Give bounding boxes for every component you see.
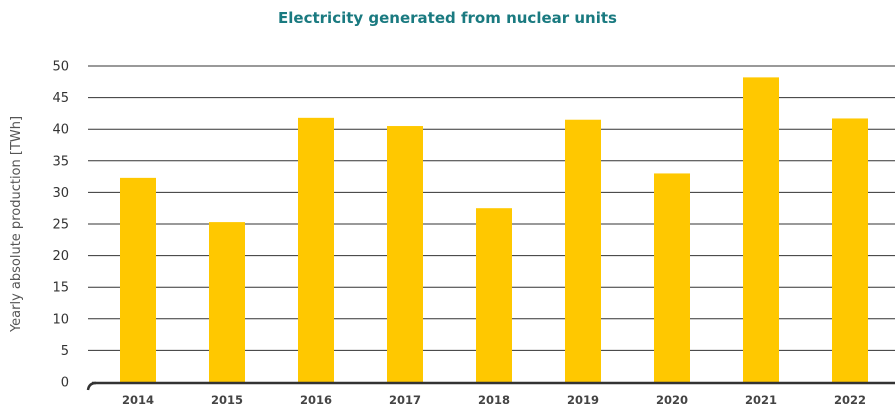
- bar-2019: [565, 119, 601, 382]
- x-tick-label: 2020: [656, 393, 688, 407]
- x-tick-label: 2017: [389, 393, 421, 407]
- x-tick-label: 2019: [567, 393, 599, 407]
- y-tick-label: 5: [61, 344, 69, 359]
- bar-2020: [654, 173, 690, 382]
- x-tick-label: 2022: [834, 393, 866, 407]
- x-tick-label: 2016: [300, 393, 332, 407]
- y-axis-label: Yearly absolute production [TWh]: [9, 116, 24, 333]
- y-tick-label: 10: [52, 312, 69, 327]
- bar-2022: [832, 118, 868, 383]
- x-tick-label: 2014: [122, 393, 154, 407]
- x-tick-label: 2018: [478, 393, 510, 407]
- x-tick-label: 2021: [745, 393, 777, 407]
- y-tick-label: 50: [52, 60, 69, 75]
- y-tick-label: 25: [52, 218, 69, 233]
- x-tick-label: 2015: [211, 393, 243, 407]
- y-tick-label: 0: [61, 376, 69, 391]
- x-axis-start-hook: [86, 381, 97, 391]
- bar-2021: [743, 77, 779, 382]
- bar-2018: [476, 208, 512, 382]
- bar-2017: [387, 126, 423, 382]
- y-tick-labels: 0 5 10 15 20 25 30 35 40 45 50: [52, 60, 69, 391]
- y-tick-label: 40: [52, 123, 69, 138]
- bars: [120, 77, 868, 383]
- y-tick-label: 45: [52, 91, 69, 106]
- y-tick-label: 20: [52, 249, 69, 264]
- y-tick-label: 35: [52, 154, 69, 169]
- x-tick-labels: 2014 2015 2016 2017 2018 2019 2020 2021 2022: [122, 393, 866, 407]
- bar-2016: [298, 117, 334, 382]
- y-tick-label: 15: [52, 281, 69, 296]
- chart-title: Electricity generated from nuclear units: [278, 9, 617, 27]
- bar-2014: [120, 177, 156, 382]
- bar-2015: [209, 222, 245, 382]
- y-tick-label: 30: [52, 186, 69, 201]
